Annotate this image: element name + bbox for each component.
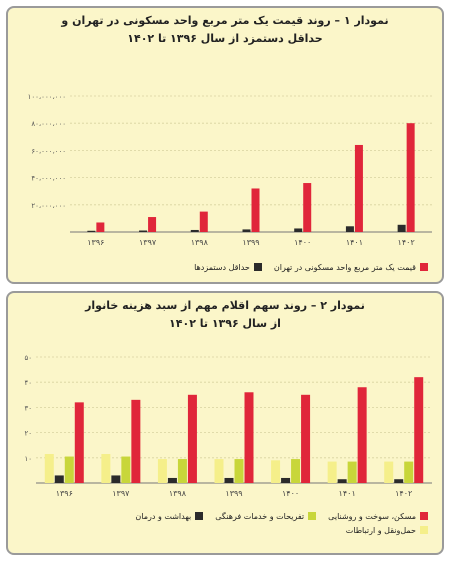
chart-2-bar	[244, 392, 254, 483]
chart-1-bar	[190, 229, 199, 232]
chart-2-legend-swatch	[195, 512, 204, 520]
chart-1-bar	[345, 226, 354, 232]
chart-2-bar	[291, 459, 301, 483]
chart-2-bar	[234, 459, 244, 483]
chart-1-y-tick-label: ۱۰۰،۰۰۰،۰۰۰	[28, 93, 66, 101]
chart-1-bar	[139, 230, 148, 232]
chart-2-bar	[54, 475, 64, 483]
chart-2-legend-label: تفریحات و خدمات فرهنگی	[215, 511, 305, 521]
chart-1-bar	[406, 123, 415, 232]
chart-1-bar	[148, 217, 157, 232]
chart-1-bar	[251, 188, 260, 232]
chart-1-x-tick-label: ۱۳۹۷	[139, 238, 157, 247]
chart-2-legend-item: تفریحات و خدمات فرهنگی	[215, 509, 317, 523]
chart-2-bar	[337, 479, 347, 483]
chart-1-bar	[242, 229, 251, 232]
chart-1-legend-item: قیمت یک متر مربع واحد مسکونی در تهران	[274, 260, 428, 274]
chart-2-legend-swatch	[308, 512, 317, 520]
chart-2-legend-label: مسکن، سوخت و روشنایی	[328, 511, 416, 521]
chart-2-bar	[301, 394, 311, 483]
chart-2-bar	[327, 461, 337, 483]
chart-1-legend-label: حداقل دستمزدها	[194, 262, 250, 272]
chart-2-y-tick-label: ۵۰	[24, 354, 32, 362]
chart-2-x-tick-label: ۱۳۹۹	[225, 489, 242, 498]
chart-2-x-tick-label: ۱۳۹۶	[56, 489, 73, 498]
chart-2-legend: مسکن، سوخت و روشنایی تفریحات و خدمات فرهن…	[98, 509, 428, 537]
chart-1-title-line-2: حداقل دستمزد از سال ۱۳۹۶ تا ۱۴۰۲	[127, 32, 323, 45]
chart-2-bar	[157, 459, 167, 483]
chart-1-bar	[354, 144, 363, 232]
chart-1-bar	[303, 183, 312, 232]
chart-2-bar	[111, 475, 121, 483]
chart-2-y-tick-label: ۳۰	[24, 404, 32, 412]
chart-2-bar	[177, 459, 187, 483]
chart-2-legend-swatch	[420, 526, 428, 534]
chart-2-y-tick-label: ۱۰	[24, 455, 32, 463]
chart-2-legend-item: بهداشت و درمان	[135, 509, 204, 523]
chart-2-x-tick-label: ۱۴۰۰	[282, 489, 299, 498]
chart-2-bar	[214, 459, 224, 483]
chart-2-title-line-1: نمودار ۲ – روند سهم اقلام مهم از سبد هزی…	[85, 299, 365, 312]
chart-2-bar	[131, 399, 141, 483]
chart-1-x-tick-label: ۱۳۹۸	[191, 238, 209, 247]
chart-2-bar	[224, 477, 234, 483]
chart-panel-2: نمودار ۲ – روند سهم اقلام مهم از سبد هزی…	[6, 291, 444, 555]
chart-2-bar	[271, 460, 281, 483]
chart-2-bar	[357, 387, 367, 483]
chart-2-bar	[414, 377, 424, 483]
chart-2-bar	[187, 394, 197, 483]
chart-1-x-tick-label: ۱۴۰۱	[346, 238, 363, 247]
chart-1-bar	[294, 228, 303, 232]
chart-1-plot: ۲۰،۰۰۰،۰۰۰ ۴۰،۰۰۰،۰۰۰ ۶۰،۰۰۰،۰۰۰ ۸۰،۰۰۰،۰۰۰…	[28, 93, 432, 247]
chart-1-y-tick-label: ۲۰،۰۰۰،۰۰۰	[31, 202, 66, 210]
chart-2-y-tick-label: ۲۰	[24, 430, 32, 438]
chart-2-bar	[281, 477, 291, 483]
chart-1-y-tick-label: ۶۰،۰۰۰،۰۰۰	[31, 147, 66, 155]
chart-1-x-tick-label: ۱۴۰۲	[398, 238, 415, 247]
chart-1-x-tick-label: ۱۳۹۶	[87, 238, 104, 247]
chart-2-x-tick-label: ۱۴۰۲	[395, 489, 412, 498]
chart-2-bar	[74, 402, 84, 483]
chart-2-x-tick-label: ۱۳۹۷	[112, 489, 130, 498]
chart-1-bar	[199, 211, 208, 232]
chart-2-legend-item: مسکن، سوخت و روشنایی	[328, 509, 428, 523]
chart-2-bar	[394, 479, 404, 483]
chart-2-bar	[121, 456, 131, 483]
chart-1-legend-item: حداقل دستمزدها	[194, 260, 262, 274]
chart-2-bar	[384, 461, 394, 483]
chart-1-x-tick-label: ۱۳۹۹	[242, 238, 259, 247]
chart-1-legend: قیمت یک متر مربع واحد مسکونی در تهران حدا…	[28, 260, 428, 274]
chart-panel-1: نمودار ۱ – روند قیمت یک متر مربع واحد مس…	[6, 6, 444, 284]
chart-2-legend-label: حمل‌ونقل و ارتباطات	[345, 525, 416, 535]
chart-2-y-tick-label: ۴۰	[24, 379, 32, 387]
chart-2-bar	[404, 461, 414, 483]
chart-2-bar	[44, 454, 54, 483]
chart-2-legend-label: بهداشت و درمان	[135, 511, 192, 521]
chart-2-title-line-2: از سال ۱۳۹۶ تا ۱۴۰۲	[169, 317, 281, 330]
chart-2-bar	[101, 454, 111, 483]
chart-2-bar	[64, 456, 74, 483]
chart-1-legend-swatch	[253, 263, 262, 271]
chart-2-title: نمودار ۲ – روند سهم اقلام مهم از سبد هزی…	[18, 297, 432, 333]
chart-1-legend-label: قیمت یک متر مربع واحد مسکونی در تهران	[273, 262, 416, 272]
chart-1-bar	[96, 222, 105, 232]
chart-2-bar	[167, 477, 177, 483]
chart-1-y-tick-label: ۸۰،۰۰۰،۰۰۰	[31, 120, 66, 128]
chart-2-x-tick-label: ۱۴۰۱	[339, 489, 356, 498]
chart-1-legend-swatch	[420, 263, 428, 271]
chart-1-bar	[87, 230, 96, 232]
chart-1-x-tick-label: ۱۴۰۰	[294, 238, 311, 247]
chart-1-title-line-1: نمودار ۱ – روند قیمت یک متر مربع واحد مس…	[61, 14, 389, 27]
chart-2-plot: ۱۰ ۲۰ ۳۰ ۴۰ ۵۰ ۱۳۹۶ ۱۳۹۷ ۱۳۹۸ ۱۳۹۹ ۱۴۰۰ ۱۴۰۱ ۱۴۰۲	[24, 354, 432, 498]
chart-2-legend-swatch	[420, 512, 428, 520]
chart-2-legend-item: حمل‌ونقل و ارتباطات	[346, 523, 428, 537]
chart-1-bar	[397, 224, 406, 232]
chart-2-bar	[347, 461, 357, 483]
chart-2-x-tick-label: ۱۳۹۸	[169, 489, 187, 498]
chart-1-y-tick-label: ۴۰،۰۰۰،۰۰۰	[31, 175, 66, 183]
chart-1-title: نمودار ۱ – روند قیمت یک متر مربع واحد مس…	[18, 12, 432, 48]
